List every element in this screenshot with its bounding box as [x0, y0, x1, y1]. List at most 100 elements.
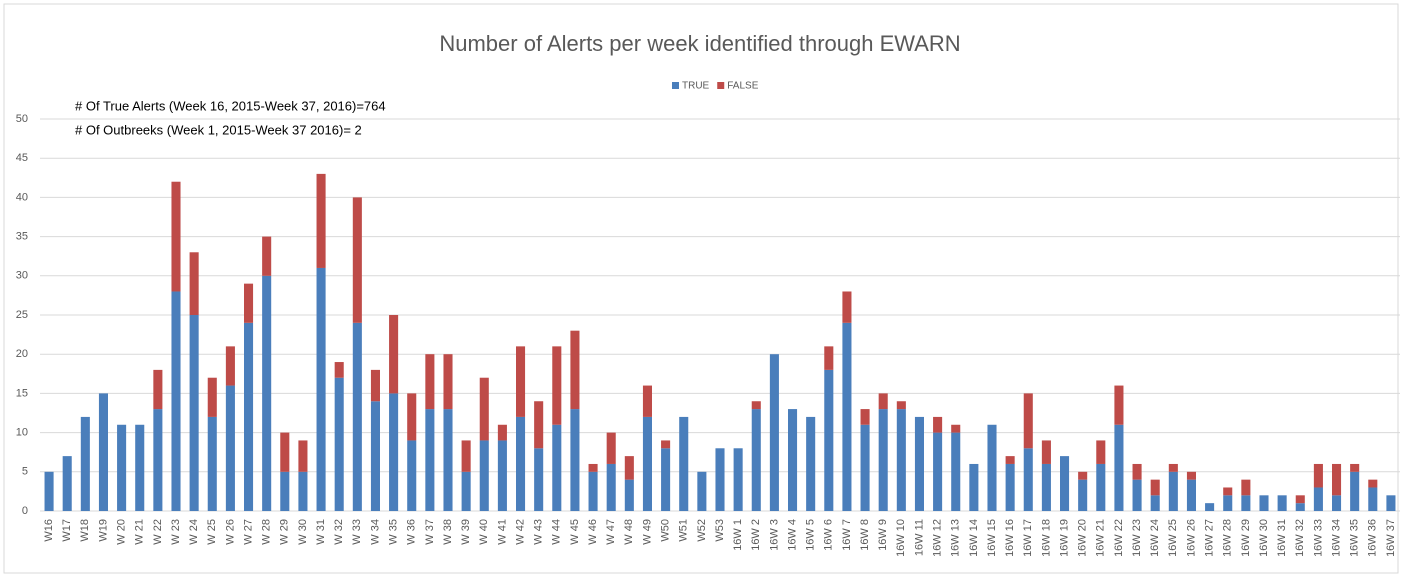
bar-segment [661, 440, 671, 449]
x-tick-label: 16W 27 [1204, 519, 1216, 557]
bar-segment [225, 346, 235, 386]
bar-segment [588, 471, 598, 511]
bar-segment [1132, 479, 1142, 511]
bar-segment [171, 291, 181, 511]
bar-segment [1078, 479, 1088, 511]
bar-segment [534, 448, 544, 511]
x-tick-label: W 22 [152, 519, 164, 545]
x-tick-label: W16 [43, 519, 55, 542]
x-tick-label: 16W 4 [786, 519, 798, 551]
bar-segment [661, 448, 671, 511]
x-tick-label: 16W 22 [1113, 519, 1125, 557]
x-tick-label: 16W 28 [1222, 519, 1234, 557]
x-tick-label: W51 [678, 519, 690, 542]
x-tick-label: W 27 [242, 519, 254, 545]
bar-segment [1023, 393, 1033, 449]
bar-segment [896, 409, 906, 511]
bar-segment [461, 440, 471, 472]
y-tick-label: 50 [16, 113, 28, 125]
bar-segment [969, 463, 979, 511]
bar-segment [733, 448, 743, 511]
bar-segment [1005, 456, 1015, 464]
bar-segment [98, 393, 108, 511]
legend-label: TRUE [682, 81, 710, 92]
bar-segment [624, 479, 634, 511]
x-tick-label: W 45 [569, 519, 581, 545]
bar-segment [207, 377, 217, 417]
x-tick-label: 16W 13 [950, 519, 962, 557]
y-tick-label: 15 [16, 387, 28, 399]
bar-segment [516, 346, 526, 417]
bar-segment [878, 393, 888, 410]
bar-segment [824, 369, 834, 511]
bar-segment [316, 173, 326, 268]
bar-segment [1132, 463, 1142, 480]
bar-segment [479, 440, 489, 511]
bar-segment [425, 409, 435, 511]
bar-segment [1023, 448, 1033, 511]
bar-segment [298, 440, 308, 472]
x-tick-label: W 40 [478, 519, 490, 545]
x-tick-label: W 25 [206, 519, 218, 545]
y-tick-label: 30 [16, 270, 28, 282]
bar-segment [171, 181, 181, 292]
y-tick-label: 35 [16, 231, 28, 243]
y-tick-label: 40 [16, 191, 28, 203]
bar-segment [1078, 471, 1088, 480]
bar-segment [189, 315, 199, 511]
x-tick-label: 16W 3 [768, 519, 780, 551]
bar-segment [1368, 479, 1378, 488]
x-tick-label: W 37 [424, 519, 436, 545]
x-tick-label: W 30 [297, 519, 309, 545]
x-tick-label: W 41 [496, 519, 508, 545]
bar-segment [933, 432, 943, 511]
bar-segment [225, 385, 235, 511]
bar-segment [769, 354, 779, 511]
x-tick-label: W 29 [279, 519, 291, 545]
x-tick-label: W 44 [551, 519, 563, 545]
bar-segment [334, 362, 344, 378]
x-tick-label: 16W 5 [805, 519, 817, 551]
bar-segment [806, 416, 816, 511]
bar-segment [588, 463, 598, 472]
annotation: # Of Outbreeks (Week 1, 2015-Week 37 201… [75, 122, 362, 137]
x-tick-label: 16W 14 [968, 519, 980, 557]
x-tick-label: 16W 33 [1312, 519, 1324, 557]
bar-segment [443, 354, 453, 410]
legend-swatch [672, 82, 679, 89]
x-tick-label: 16W 9 [877, 519, 889, 551]
x-tick-label: W17 [61, 519, 73, 542]
x-tick-label: 16W 32 [1294, 519, 1306, 557]
x-tick-label: 16W 34 [1330, 519, 1342, 557]
bar-segment [497, 440, 507, 511]
bar-segment [280, 432, 290, 472]
x-tick-label: W 46 [587, 519, 599, 545]
x-tick-label: 16W 20 [1077, 519, 1089, 557]
x-tick-label: W 20 [116, 519, 128, 545]
bar-segment [1041, 440, 1051, 464]
x-tick-label: 16W 16 [1004, 519, 1016, 557]
bar-segment [951, 424, 961, 433]
bar-segment [44, 471, 54, 511]
bar-segment [1350, 463, 1360, 472]
bar-segment [280, 471, 290, 511]
bar-segment [1223, 487, 1233, 496]
x-tick-label: W19 [97, 519, 109, 542]
bar-segment [1223, 495, 1233, 511]
bar-segment [1168, 463, 1178, 472]
x-tick-label: W 43 [533, 519, 545, 545]
x-tick-label: 16W 19 [1058, 519, 1070, 557]
bar-segment [389, 315, 399, 394]
bar-segment [914, 416, 924, 511]
bar-segment [697, 471, 707, 511]
x-tick-label: W50 [660, 519, 672, 542]
x-tick-label: 16W 2 [750, 519, 762, 551]
bar-segment [679, 416, 689, 511]
bar-segment [751, 401, 761, 410]
x-tick-label: W 32 [333, 519, 345, 545]
bar-segment [1114, 424, 1124, 511]
x-tick-label: W 24 [188, 519, 200, 545]
bar-segment [497, 424, 507, 441]
x-tick-label: 16W 30 [1258, 519, 1270, 557]
bar-segment [878, 409, 888, 511]
